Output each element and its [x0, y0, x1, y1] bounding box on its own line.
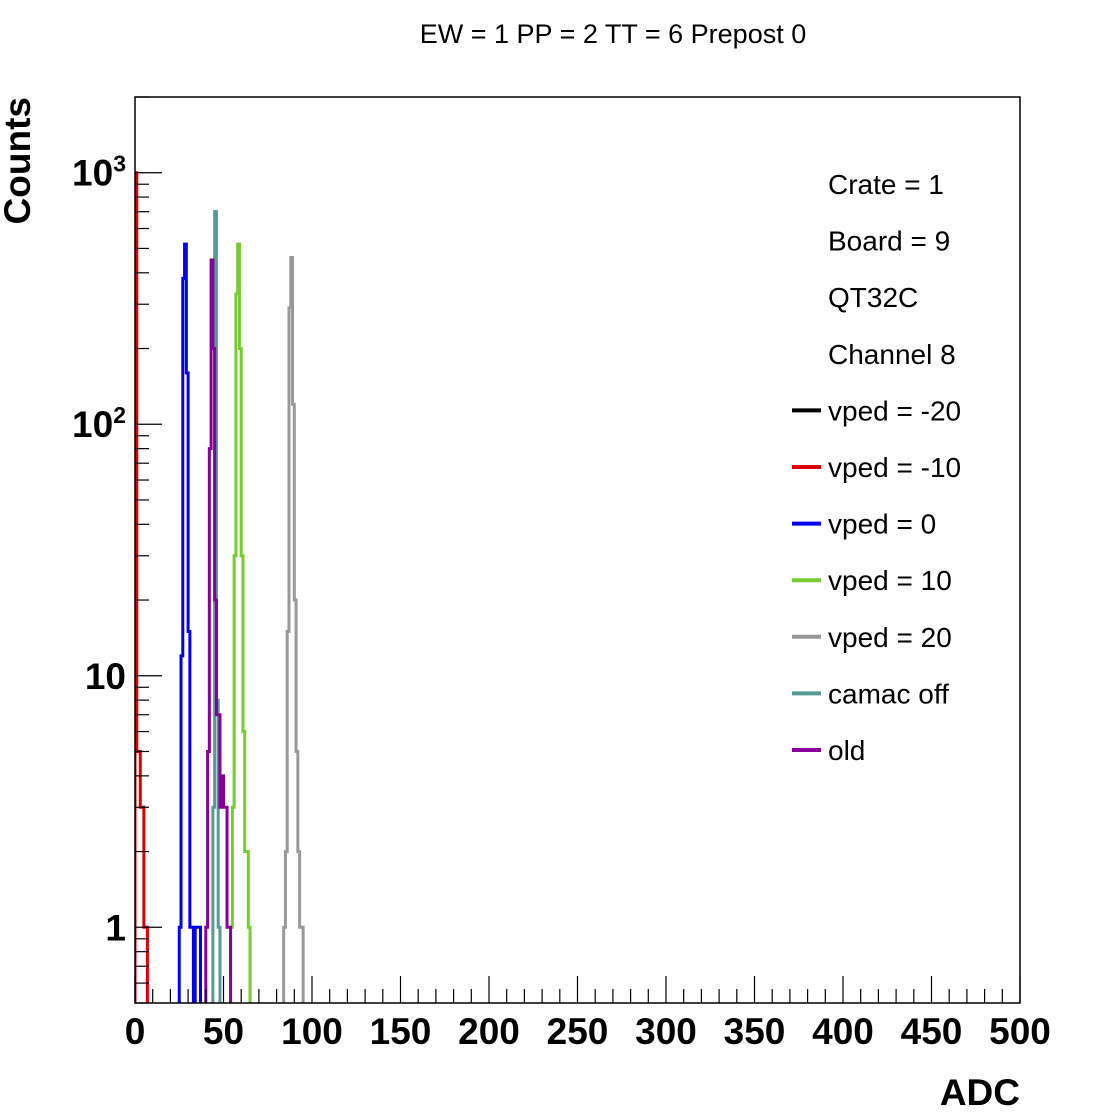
- x-tick-label: 0: [125, 1011, 146, 1052]
- series-layer: [135, 171, 305, 1003]
- legend-entry-label: vped = -20: [828, 395, 961, 426]
- y-tick-label: 1: [105, 907, 126, 948]
- x-tick-label: 150: [370, 1011, 432, 1052]
- x-axis-tick-labels: 0 50 100 150 200 250 300 350 400 450 500: [125, 1011, 1051, 1052]
- y-axis-label: Counts: [0, 97, 38, 224]
- legend-info-text: QT32C: [828, 282, 918, 313]
- x-tick-label: 450: [901, 1011, 963, 1052]
- x-tick-label: 250: [547, 1011, 609, 1052]
- legend-entry-label: vped = 20: [828, 622, 952, 653]
- legend-info-text: Crate = 1: [828, 169, 944, 200]
- x-tick-label: 200: [458, 1011, 520, 1052]
- legend-entry-label: vped = 0: [828, 509, 936, 540]
- legend-entry-label: vped = -10: [828, 452, 961, 483]
- y-axis-ticks: [135, 96, 162, 1004]
- x-tick-label: 300: [635, 1011, 697, 1052]
- y-axis-tick-labels: 1 10 102 103: [72, 151, 126, 949]
- x-tick-label: 100: [281, 1011, 343, 1052]
- x-axis-ticks: [134, 976, 1021, 1003]
- legend-info-text: Channel 8: [828, 339, 956, 370]
- y-tick-label: 103: [72, 151, 126, 194]
- legend-info-text: Board = 9: [828, 226, 950, 257]
- legend-entry-label: vped = 10: [828, 565, 952, 596]
- series-line-camac-off: [211, 210, 222, 1003]
- legend: Crate = 1 Board = 9 QT32C Channel 8 vped = -…: [792, 169, 961, 766]
- y-tick-label: 10: [85, 656, 126, 697]
- legend-entry-label: camac off: [828, 678, 949, 709]
- legend-entry-label: old: [828, 735, 865, 766]
- chart-title: EW = 1 PP = 2 TT = 6 Prepost 0: [420, 19, 806, 49]
- x-axis-label: ADC: [940, 1072, 1020, 1113]
- x-tick-label: 350: [724, 1011, 786, 1052]
- x-tick-label: 500: [989, 1011, 1051, 1052]
- x-tick-label: 50: [203, 1011, 244, 1052]
- series-line-vped-20: [282, 256, 305, 1003]
- y-tick-label: 102: [72, 402, 126, 445]
- x-tick-label: 400: [812, 1011, 874, 1052]
